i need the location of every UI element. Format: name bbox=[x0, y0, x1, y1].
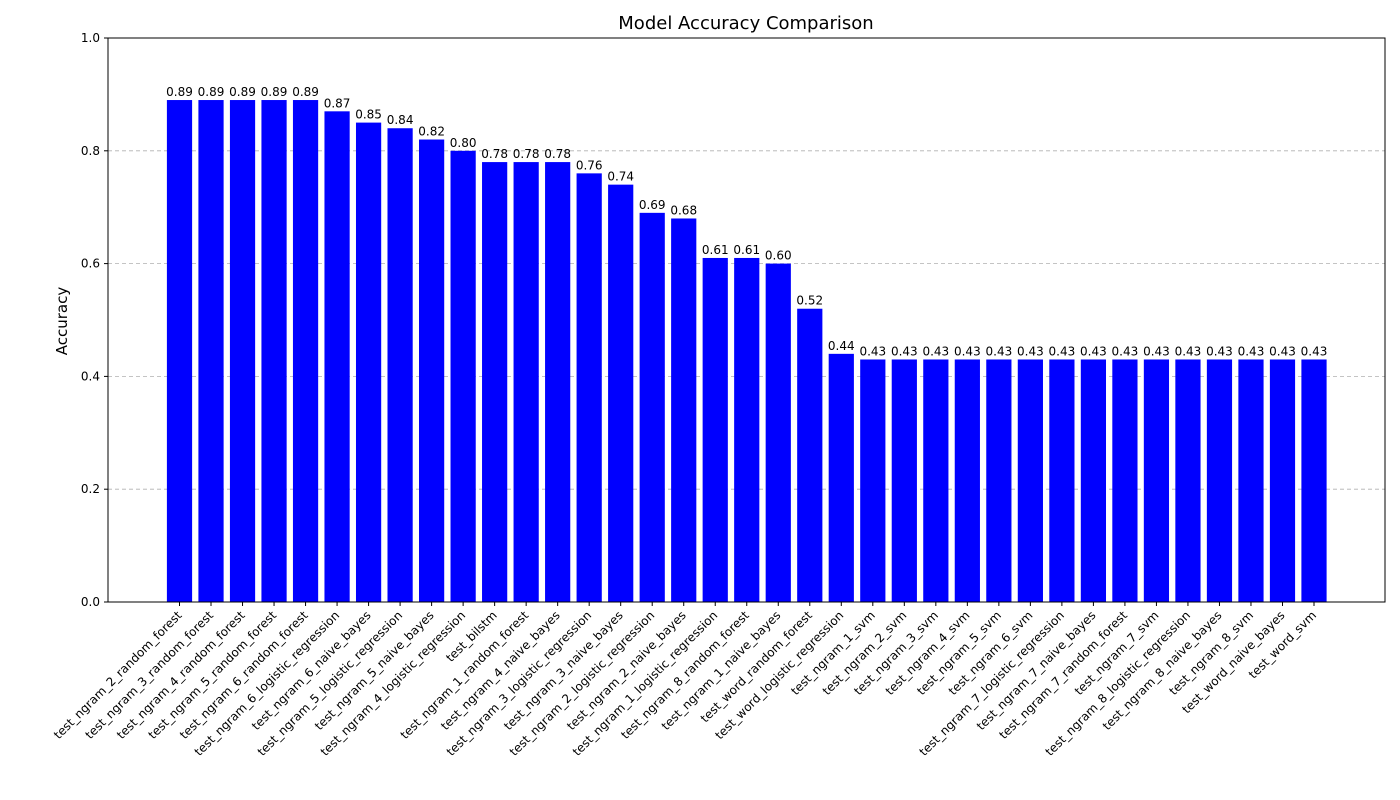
bar bbox=[166, 100, 193, 602]
bar bbox=[1112, 359, 1138, 602]
bar-value-label: 0.43 bbox=[1080, 344, 1107, 358]
bar bbox=[576, 173, 602, 603]
bar-value-label: 0.44 bbox=[828, 339, 855, 353]
bar-value-label: 0.43 bbox=[1238, 344, 1265, 358]
bar bbox=[1269, 359, 1296, 602]
bar bbox=[765, 263, 791, 602]
bar-value-label: 0.87 bbox=[324, 96, 351, 110]
bar-value-label: 0.78 bbox=[544, 147, 571, 161]
bar-value-label: 0.85 bbox=[355, 108, 382, 122]
bar bbox=[545, 162, 571, 602]
bar bbox=[1080, 359, 1107, 602]
y-axis-ticks: 0.0 0.2 0.4 0.6 0.8 1.0 bbox=[81, 31, 108, 609]
bar bbox=[860, 359, 886, 602]
bar bbox=[891, 359, 917, 602]
bar bbox=[513, 162, 539, 602]
bar bbox=[1143, 359, 1170, 602]
bar bbox=[639, 212, 665, 602]
y-tick-label: 0.4 bbox=[81, 369, 100, 383]
bar bbox=[1301, 359, 1327, 602]
bar bbox=[954, 359, 980, 602]
y-tick-label: 1.0 bbox=[81, 31, 100, 45]
bar-value-label: 0.74 bbox=[607, 170, 634, 184]
bars bbox=[166, 100, 1327, 603]
bar-value-label: 0.43 bbox=[986, 344, 1013, 358]
bar-value-label: 0.69 bbox=[639, 198, 666, 212]
bar bbox=[355, 122, 382, 602]
bar-value-label: 0.43 bbox=[1112, 344, 1139, 358]
bar-value-label: 0.84 bbox=[387, 113, 414, 127]
y-tick-label: 0.2 bbox=[81, 482, 100, 496]
bar bbox=[828, 353, 854, 602]
bar bbox=[671, 218, 697, 603]
y-axis-title: Accuracy bbox=[53, 287, 71, 356]
bar-value-label: 0.43 bbox=[1143, 344, 1170, 358]
bar-value-label: 0.68 bbox=[670, 203, 697, 217]
bar-value-label: 0.61 bbox=[702, 243, 729, 257]
bar bbox=[292, 100, 319, 602]
bar-value-label: 0.43 bbox=[1175, 344, 1202, 358]
bar-value-labels: 0.89 0.89 0.89 0.89 0.89 0.87 0.85 0.84 0.82 0.80… bbox=[166, 85, 1327, 358]
bar-value-label: 0.78 bbox=[513, 147, 540, 161]
bar-value-label: 0.80 bbox=[450, 136, 477, 150]
bar bbox=[1206, 359, 1233, 602]
bar-value-label: 0.61 bbox=[733, 243, 760, 257]
bar-value-label: 0.89 bbox=[261, 85, 288, 99]
bar-value-label: 0.89 bbox=[166, 85, 193, 99]
bar bbox=[1049, 359, 1075, 602]
bar-value-label: 0.43 bbox=[1017, 344, 1044, 358]
bar-value-label: 0.52 bbox=[796, 294, 823, 308]
bar-value-label: 0.43 bbox=[1206, 344, 1233, 358]
bar bbox=[450, 150, 476, 603]
y-tick-label: 0.8 bbox=[81, 144, 100, 158]
y-tick-label: 0.6 bbox=[81, 257, 100, 271]
bar bbox=[608, 184, 634, 602]
bar-value-label: 0.89 bbox=[229, 85, 256, 99]
bar bbox=[1175, 359, 1201, 602]
bar-value-label: 0.43 bbox=[1301, 344, 1328, 358]
bar bbox=[797, 308, 823, 602]
bar bbox=[324, 111, 350, 602]
bar-value-label: 0.43 bbox=[891, 344, 918, 358]
bar bbox=[419, 139, 445, 602]
bar bbox=[1017, 359, 1043, 602]
bar bbox=[198, 100, 224, 602]
bar-value-label: 0.89 bbox=[198, 85, 225, 99]
bar-value-label: 0.89 bbox=[292, 85, 319, 99]
bar-value-label: 0.78 bbox=[481, 147, 508, 161]
bar bbox=[986, 359, 1012, 602]
chart-title: Model Accuracy Comparison bbox=[618, 13, 873, 34]
bar bbox=[387, 128, 413, 603]
bar-value-label: 0.43 bbox=[922, 344, 949, 358]
bar-value-label: 0.43 bbox=[1049, 344, 1076, 358]
bar bbox=[482, 162, 508, 602]
bar bbox=[1238, 359, 1264, 602]
bar-value-label: 0.43 bbox=[1269, 344, 1296, 358]
bar bbox=[734, 257, 760, 602]
bar bbox=[229, 100, 256, 602]
bar bbox=[923, 359, 949, 602]
bar-value-label: 0.82 bbox=[418, 125, 445, 139]
bar-value-label: 0.43 bbox=[954, 344, 981, 358]
bar-value-label: 0.76 bbox=[576, 158, 603, 172]
bar-value-label: 0.43 bbox=[859, 344, 886, 358]
bar bbox=[702, 257, 728, 602]
bar bbox=[261, 100, 287, 602]
y-tick-label: 0.0 bbox=[81, 595, 100, 609]
bar-value-label: 0.60 bbox=[765, 249, 792, 263]
